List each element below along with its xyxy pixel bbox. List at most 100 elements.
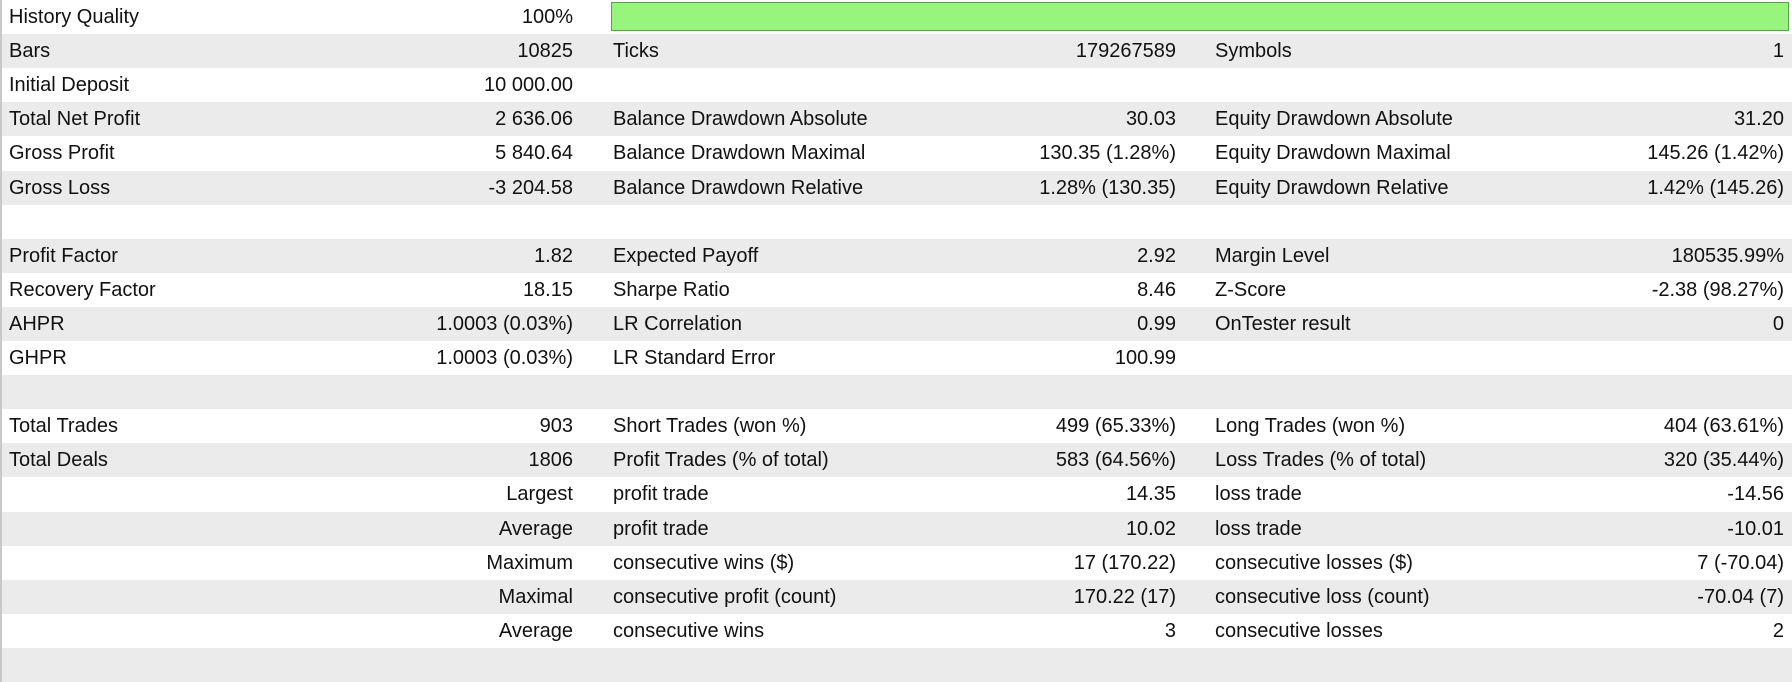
value: 100%	[521, 6, 573, 28]
value: 1.42% (145.26)	[1647, 176, 1784, 199]
value: 1.28% (130.35)	[1039, 176, 1176, 199]
value: Maximum	[486, 551, 573, 574]
report-row: Profit Factor 1.82 Expected Payoff 2.92 Marg…	[2, 238, 1792, 273]
report-row: Total Deals 1806 Profit Trades (% of total…	[2, 443, 1792, 478]
value: 100.99	[1114, 347, 1176, 369]
label: Bars	[9, 40, 51, 63]
value: 179267589	[1075, 40, 1176, 63]
value: 10 000.00	[484, 74, 573, 97]
value: 18.15	[522, 278, 573, 301]
report-row: History Quality 100%	[2, 0, 1792, 34]
label: loss trade	[1215, 483, 1302, 506]
report-row: Recovery Factor 18.15 Sharpe Ratio 8.46 Z-Sc…	[2, 273, 1792, 307]
value: -2.38 (98.27%)	[1651, 278, 1784, 301]
label: GHPR	[9, 347, 67, 369]
report-row: Total Trades 903 Short Trades (won %) 499 (…	[2, 409, 1792, 443]
label: Equity Drawdown Absolute	[1215, 108, 1453, 131]
value: 0	[1772, 312, 1784, 335]
value: 10.02	[1125, 517, 1176, 540]
label: Z-Score	[1215, 278, 1287, 301]
label: Long Trades (won %)	[1215, 415, 1406, 438]
label: Balance Drawdown Absolute	[613, 108, 868, 131]
value: 320 (35.44%)	[1663, 449, 1784, 472]
value: 170.22 (17)	[1073, 585, 1176, 608]
value: Average	[498, 619, 573, 642]
report-row: Largest profit trade 14.35 loss trade -14.56	[2, 477, 1792, 511]
label: Profit Trades (% of total)	[613, 449, 829, 472]
report-row: Maximal consecutive profit (count) 170.22 …	[2, 579, 1792, 614]
label: OnTester result	[1215, 312, 1351, 335]
value: 8.46	[1137, 278, 1176, 301]
value: 1.82	[534, 244, 573, 267]
value: 404 (63.61%)	[1663, 415, 1784, 438]
value: 3	[1164, 619, 1176, 642]
label: Equity Drawdown Maximal	[1215, 142, 1451, 165]
value: 583 (64.56%)	[1055, 449, 1176, 472]
report-row	[2, 647, 1792, 682]
value: 145.26 (1.42%)	[1647, 142, 1784, 165]
value: 2 636.06	[495, 108, 573, 131]
value: 180535.99%	[1671, 244, 1784, 267]
value: 2	[1772, 619, 1784, 642]
label: Total Net Profit	[9, 108, 141, 131]
value: 499 (65.33%)	[1055, 415, 1176, 438]
value: Average	[498, 517, 573, 540]
report-row: Gross Profit 5 840.64 Balance Drawdown Max…	[2, 136, 1792, 170]
label: LR Standard Error	[613, 347, 776, 369]
label: consecutive loss (count)	[1215, 585, 1430, 608]
value: 7 (-70.04)	[1697, 551, 1784, 574]
value: 1.0003 (0.03%)	[436, 312, 573, 335]
label: profit trade	[613, 517, 709, 540]
label: Margin Level	[1215, 244, 1330, 267]
value: 903	[539, 415, 573, 438]
report-row: AHPR 1.0003 (0.03%) LR Correlation 0.99 OnTe…	[2, 306, 1792, 341]
label: Equity Drawdown Relative	[1215, 176, 1449, 199]
label: Expected Payoff	[613, 244, 759, 267]
report-row	[2, 205, 1792, 239]
label: Sharpe Ratio	[613, 278, 730, 301]
value: 30.03	[1125, 108, 1176, 131]
value: -10.01	[1727, 517, 1784, 540]
label: Short Trades (won %)	[613, 415, 807, 438]
report-row: Bars 10825 Ticks 179267589 Symbols 1	[2, 34, 1792, 69]
label: Total Trades	[9, 415, 118, 438]
label: History Quality	[9, 6, 140, 28]
value: 5 840.64	[495, 142, 573, 165]
value: 0.99	[1137, 312, 1176, 335]
value: -3 204.58	[488, 176, 573, 199]
report-row	[2, 375, 1792, 410]
label: loss trade	[1215, 517, 1302, 540]
report-row: Maximum consecutive wins ($) 17 (170.22) co…	[2, 546, 1792, 580]
label: AHPR	[9, 312, 65, 335]
label: profit trade	[613, 483, 709, 506]
label: Balance Drawdown Maximal	[613, 142, 866, 165]
report-row: Gross Loss -3 204.58 Balance Drawdown Rela…	[2, 170, 1792, 205]
label: Loss Trades (% of total)	[1215, 449, 1427, 472]
label: Initial Deposit	[9, 74, 130, 97]
value: 17 (170.22)	[1073, 551, 1176, 574]
label: Balance Drawdown Relative	[613, 176, 864, 199]
value: 1806	[528, 449, 574, 472]
value: Maximal	[498, 585, 573, 608]
report-row: Average profit trade 10.02 loss trade -10.01	[2, 511, 1792, 546]
value: 14.35	[1125, 483, 1176, 506]
value: 2.92	[1137, 244, 1176, 267]
label: consecutive wins ($)	[613, 551, 795, 574]
report-row: GHPR 1.0003 (0.03%) LR Standard Error 100.9…	[2, 341, 1792, 375]
value: -14.56	[1727, 483, 1784, 506]
label: Symbols	[1215, 40, 1292, 63]
value: -70.04 (7)	[1697, 585, 1784, 608]
label: Total Deals	[9, 449, 108, 472]
report-row: Average consecutive wins 3 consecutive loss…	[2, 614, 1792, 648]
label: Ticks	[613, 40, 659, 63]
value: 130.35 (1.28%)	[1039, 142, 1176, 165]
label: consecutive wins	[613, 619, 765, 642]
label: Gross Loss	[9, 176, 111, 199]
value: 31.20	[1733, 108, 1784, 131]
label: consecutive losses ($)	[1215, 551, 1413, 574]
label: Gross Profit	[9, 142, 115, 165]
value: Largest	[506, 483, 573, 506]
value: 1	[1772, 40, 1784, 63]
label: consecutive profit (count)	[613, 585, 837, 608]
